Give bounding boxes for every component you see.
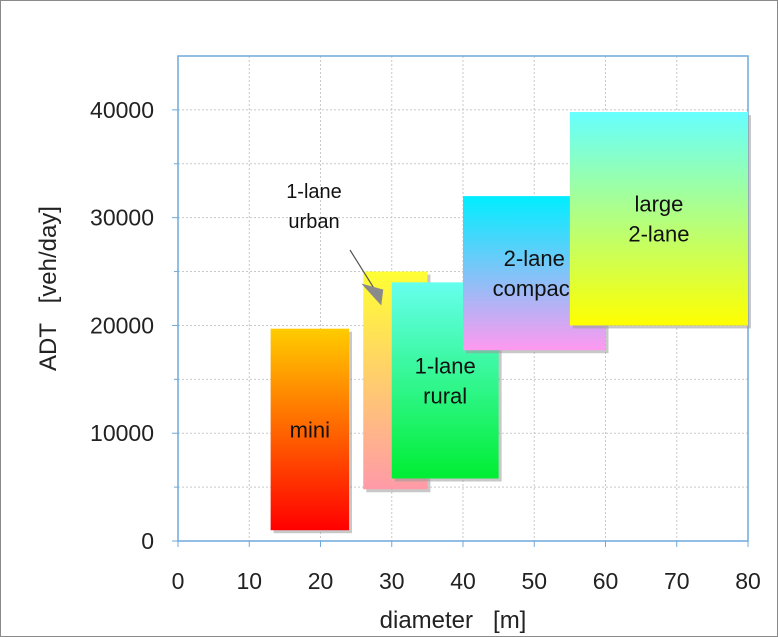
x-tick-label: 70 [664,568,690,594]
annotation-label: 1-lane [286,181,342,203]
data-boxes: mini 1-lane rural 2-lane compact large 2-lane [270,112,751,534]
y-tick-label: 40000 [90,97,154,123]
y-axis-title: ADT [veh/day] [35,206,62,371]
box-label: 1-lane [415,353,476,378]
annotation-arrow [361,283,384,306]
box-mini [270,328,349,531]
y-tick-label: 30000 [90,205,154,231]
box-label: large [634,192,683,217]
box-label: rural [423,383,467,408]
y-tick-label: 20000 [90,312,154,338]
x-tick-label: 0 [172,568,185,594]
box-large-2-lane [569,112,748,326]
box-label: 2-lane [628,222,689,247]
box-label: compact [493,276,576,301]
x-tick-label: 60 [593,568,619,594]
annotation-leader [349,249,378,294]
y-tick-label: 0 [141,528,154,554]
x-tick-label: 40 [450,568,476,594]
x-tick-label: 10 [236,568,262,594]
x-tick-label: 30 [379,568,405,594]
x-axis-title: diameter [m] [380,607,527,634]
annotations: 1-lane urban [286,181,384,306]
box-label: mini [290,417,330,442]
axes: 0 10 20 30 40 50 60 70 80 0 10000 20000 30000 40000 di… [35,97,761,634]
y-tick-label: 10000 [90,420,154,446]
x-tick-label: 50 [521,568,547,594]
box-label: 2-lane [504,246,565,271]
x-tick-label: 80 [735,568,761,594]
annotation-label: urban [288,211,339,233]
x-tick-label: 20 [308,568,334,594]
